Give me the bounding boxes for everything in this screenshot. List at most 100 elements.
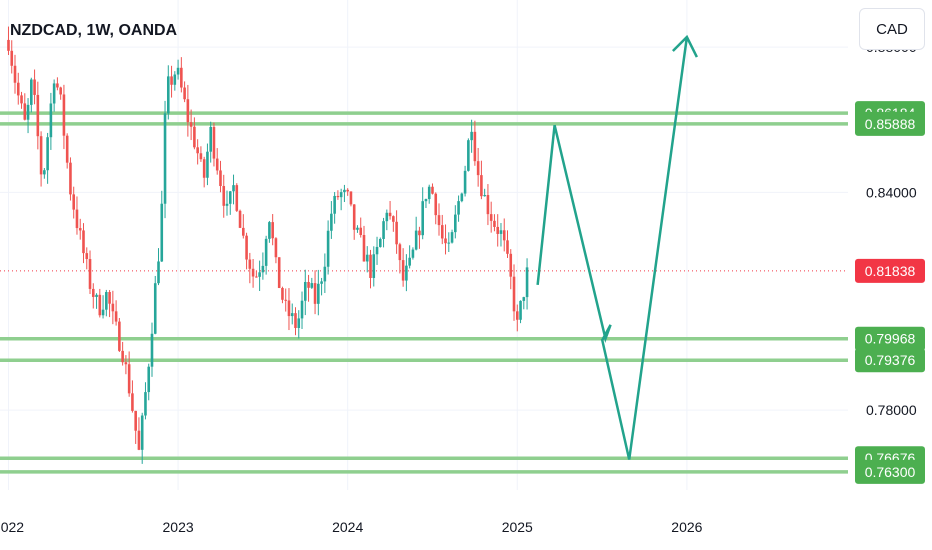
candle — [388, 212, 392, 217]
candle — [362, 235, 366, 262]
candle — [78, 228, 82, 231]
candle — [225, 203, 229, 206]
level-badge-label: 0.76300 — [865, 464, 916, 480]
candle — [26, 104, 30, 120]
y-tick-label: 0.78000 — [866, 402, 917, 418]
candle — [470, 131, 473, 141]
candle — [395, 221, 398, 245]
candle — [330, 213, 333, 231]
candle — [251, 268, 255, 277]
candle — [356, 227, 359, 230]
candle — [313, 283, 317, 304]
time-axis[interactable]: 2022 2023 2024 2025 2026 — [0, 519, 703, 535]
candle — [69, 162, 72, 195]
candle — [91, 288, 95, 297]
candle — [222, 186, 226, 206]
candle — [147, 366, 151, 393]
level-badge-label: 0.79376 — [865, 352, 916, 368]
candle — [176, 67, 180, 75]
candle — [193, 126, 196, 148]
x-tick-label: 2025 — [502, 519, 533, 535]
currency-label: CAD — [876, 20, 908, 38]
candle — [411, 249, 415, 258]
candle — [248, 259, 252, 269]
candle — [160, 203, 164, 262]
x-tick-label: 2022 — [0, 519, 24, 535]
candle — [173, 74, 177, 85]
current-price-label: 0.81838 — [865, 263, 916, 279]
current-price-badge — [855, 258, 925, 283]
candle — [336, 195, 340, 198]
candle — [434, 193, 438, 216]
candle — [52, 83, 56, 104]
candle — [186, 99, 190, 123]
candle — [157, 261, 160, 284]
candle — [183, 87, 186, 100]
candle — [489, 214, 493, 221]
candle — [137, 430, 141, 450]
candle — [98, 294, 102, 316]
candle — [401, 260, 405, 281]
candle — [232, 185, 235, 192]
candle — [101, 309, 105, 316]
chart-title: NZDCAD, 1W, OANDA — [10, 22, 178, 39]
support-resistance-zones — [0, 111, 848, 474]
candle — [369, 254, 372, 278]
candle — [382, 221, 385, 239]
candle — [310, 283, 314, 288]
candle — [196, 147, 199, 154]
candle — [460, 193, 464, 202]
candle — [421, 201, 424, 236]
candle — [255, 276, 258, 278]
candle — [431, 186, 434, 194]
candle — [202, 159, 206, 178]
candle — [264, 238, 268, 266]
candle — [457, 201, 460, 215]
projection-path — [536, 36, 689, 460]
candle — [124, 362, 128, 365]
candle — [88, 259, 92, 289]
candle — [476, 161, 480, 176]
candle — [378, 238, 382, 247]
candle — [235, 185, 239, 211]
candle — [23, 103, 27, 120]
candle — [108, 292, 111, 304]
y-tick-label: 0.84000 — [866, 184, 917, 200]
candle — [180, 67, 183, 88]
candle — [486, 195, 490, 215]
candle — [317, 283, 320, 304]
candle — [515, 311, 519, 320]
candle — [189, 122, 193, 127]
price-axis[interactable]: 0.880000.840000.800000.780000.861840.858… — [855, 39, 925, 484]
candle — [463, 170, 467, 194]
candle — [450, 232, 454, 243]
currency-button[interactable]: CAD — [859, 8, 925, 50]
candle — [30, 79, 33, 105]
candle — [392, 216, 395, 222]
level-badge-label: 0.85888 — [865, 116, 916, 132]
candle — [258, 272, 261, 277]
candle — [49, 103, 53, 138]
candle — [199, 153, 203, 160]
x-tick-label: 2026 — [671, 519, 702, 535]
candle — [359, 227, 363, 236]
candle — [444, 238, 447, 244]
candle — [333, 195, 336, 214]
candle — [284, 299, 288, 301]
level-badge-label: 0.79968 — [865, 331, 916, 347]
candle — [16, 82, 20, 96]
candle — [287, 300, 291, 317]
candle — [206, 151, 209, 178]
candle — [372, 254, 376, 278]
candle — [281, 287, 284, 300]
candle — [134, 410, 137, 431]
candle — [405, 265, 408, 281]
candle — [75, 209, 79, 229]
candle — [261, 265, 265, 273]
level-badge — [855, 459, 925, 484]
candle — [454, 214, 457, 233]
candle — [323, 266, 327, 282]
candle — [294, 313, 297, 328]
candle — [326, 230, 330, 267]
